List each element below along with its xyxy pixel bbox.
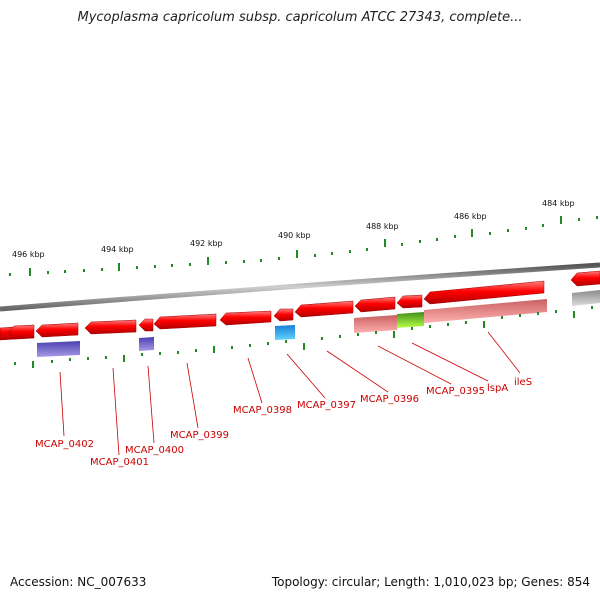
gene-arrows: [0, 270, 600, 341]
ruler-label-484: 484 kbp: [542, 199, 575, 208]
gene-arrow: [219, 310, 272, 326]
ruler-label-488: 488 kbp: [366, 222, 399, 231]
feature-block: [37, 341, 80, 357]
feature-block: [275, 325, 295, 340]
lower-ruler: [14, 306, 593, 368]
label-leaders: [59, 331, 521, 456]
gene-arrow: [35, 322, 79, 338]
gene-arrow: [294, 300, 354, 318]
gene-label-mcap-0398: MCAP_0398: [233, 405, 292, 416]
topology-text: Topology: circular; Length: 1,010,023 bp…: [271, 575, 590, 589]
gene-arrow: [423, 280, 545, 305]
gene-arrow: [84, 319, 137, 335]
gene-arrow: [570, 270, 600, 287]
gene-arrow: [396, 294, 423, 309]
gene-label-mcap-0402: MCAP_0402: [35, 439, 94, 450]
gene-label-mcap-0397: MCAP_0397: [297, 400, 356, 411]
feature-block: [424, 299, 547, 323]
map-title: Mycoplasma capricolum subsp. capricolum …: [77, 10, 523, 25]
gene-label-mcap-0395: MCAP_0395: [426, 386, 485, 397]
gene-label-mcap-0400: MCAP_0400: [125, 445, 184, 456]
gene-label-mcap-0401: MCAP_0401: [90, 457, 149, 468]
gene-label-mcap-0396: MCAP_0396: [360, 394, 419, 405]
ruler-label-486: 486 kbp: [454, 212, 487, 221]
gene-arrow: [273, 308, 294, 322]
ruler-label-492: 492 kbp: [190, 239, 223, 248]
gene-label-lspa: lspA: [487, 383, 508, 394]
ruler-label-490: 490 kbp: [278, 231, 311, 240]
ruler-label-494: 494 kbp: [101, 245, 134, 254]
gene-arrow: [138, 318, 154, 332]
gene-arrow: [354, 296, 396, 313]
gene-arrow: [153, 313, 217, 330]
feature-block: [572, 290, 600, 306]
accession-text: Accession: NC_007633: [10, 575, 147, 589]
feature-block: [397, 312, 424, 328]
gene-label-mcap-0399: MCAP_0399: [170, 430, 229, 441]
gene-label-iles: ileS: [514, 377, 532, 388]
upper-ruler: [9, 216, 598, 276]
gene-arrow: [7, 324, 35, 340]
feature-block: [354, 315, 397, 333]
genome-backbone: [0, 262, 600, 312]
feature-block: [139, 337, 154, 351]
ruler-label-496: 496 kbp: [12, 250, 45, 259]
